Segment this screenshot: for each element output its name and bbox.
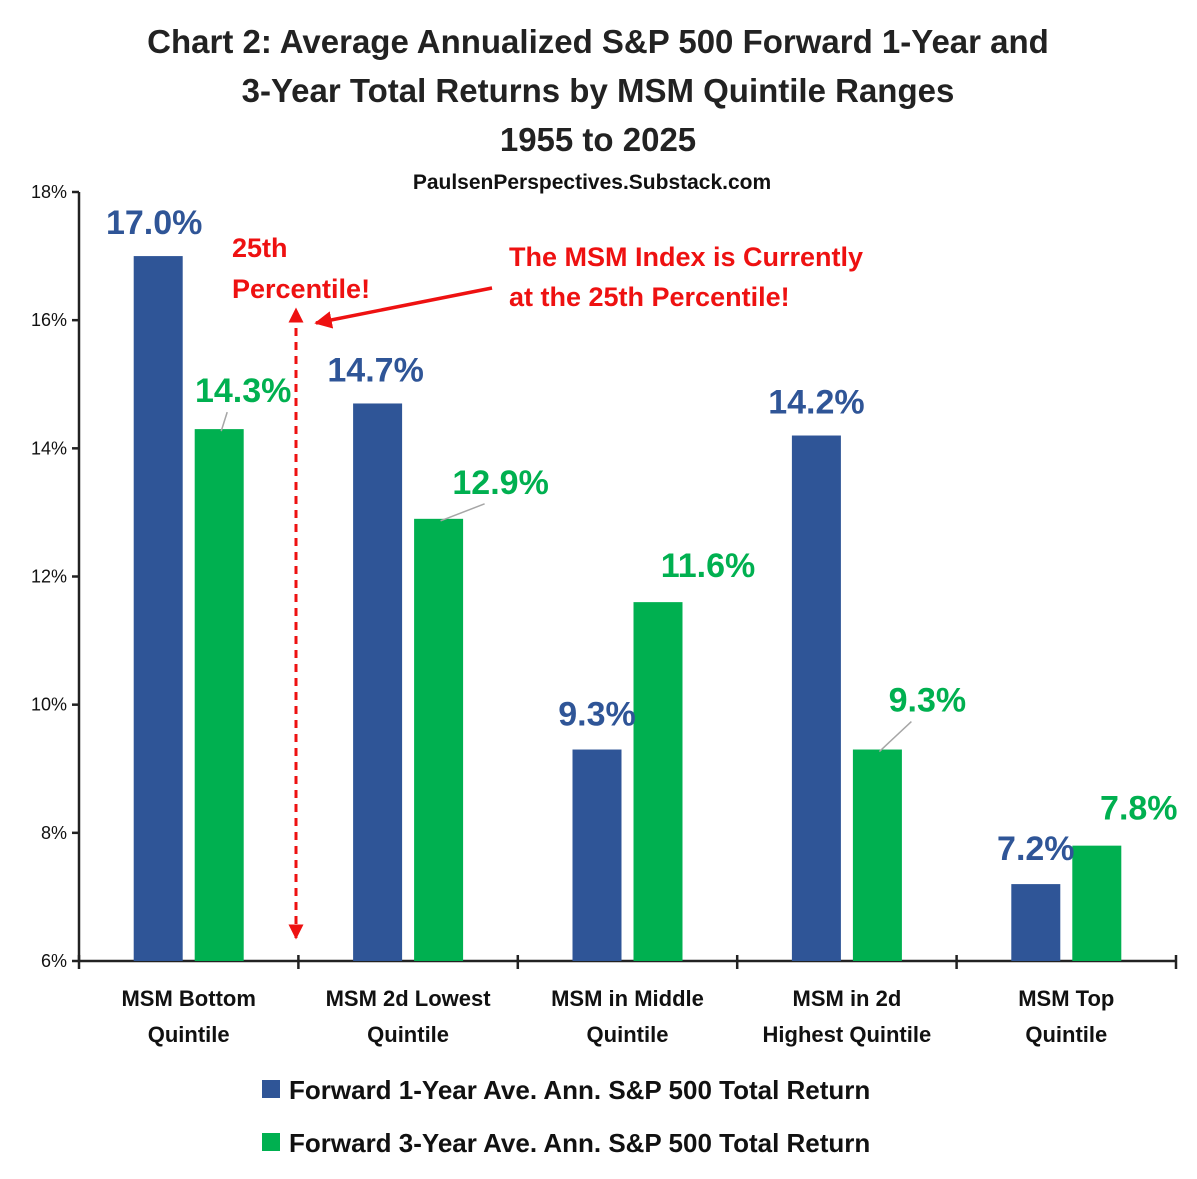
x-category-label: Quintile [148,1022,230,1047]
legend-label-3yr: Forward 3-Year Ave. Ann. S&P 500 Total R… [289,1128,870,1158]
x-category-label: MSM 2d Lowest [326,986,492,1011]
chart-title-line-2: 3-Year Total Returns by MSM Quintile Ran… [242,72,955,109]
data-label-leader [878,720,912,753]
data-label-leader [220,411,228,432]
x-category-label: MSM Top [1018,986,1114,1011]
data-labels: 17.0% 14.7% 9.3% 14.2% 7.2% 14.3% 12.9% 11.6% 9.… [106,204,1178,868]
y-tick-label: 6% [41,951,67,971]
data-label-1yr: 14.2% [768,384,864,422]
percentile-label-line-2: Percentile! [232,274,370,304]
bar-1yr [572,749,622,961]
callout-line-2: at the 25th Percentile! [509,282,790,312]
callout-line-1: The MSM Index is Currently [509,242,863,272]
chart-title-line-1: Chart 2: Average Annualized S&P 500 Forw… [147,23,1049,60]
x-category-label: MSM in 2d [793,986,902,1011]
x-category-label: MSM in Middle [551,986,704,1011]
bar-1yr [791,435,841,961]
data-label-3yr: 11.6% [661,547,756,585]
chart-title-line-3: 1955 to 2025 [500,121,696,158]
y-tick-label: 16% [31,310,67,330]
y-tick-label: 10% [31,695,67,715]
bar-1yr [353,403,403,962]
bars [133,256,1122,962]
data-label-3yr: 7.8% [1100,790,1178,828]
data-label-1yr: 9.3% [558,696,636,734]
y-axis: 6% 8% 10% 12% 14% 16% 18% [31,182,81,971]
x-category-label: Highest Quintile [763,1022,932,1047]
annotations: 25th Percentile! The MSM Index is Curren… [232,233,863,940]
bar-3yr [852,749,902,961]
legend: Forward 1-Year Ave. Ann. S&P 500 Total R… [262,1075,870,1158]
bar-3yr [633,602,683,961]
bar-1yr [133,256,183,961]
legend-swatch-1yr [262,1080,280,1098]
data-label-1yr: 7.2% [997,830,1075,868]
data-label-3yr: 9.3% [889,682,967,720]
x-category-label: Quintile [1025,1022,1107,1047]
x-category-label: Quintile [587,1022,669,1047]
x-category-label: Quintile [367,1022,449,1047]
x-axis: MSM Bottom Quintile MSM 2d Lowest Quintile M… [77,955,1178,1047]
y-tick-label: 8% [41,823,67,843]
y-tick-label: 12% [31,567,67,587]
bar-3yr [414,518,464,961]
data-label-3yr: 12.9% [452,464,548,502]
callout-arrow [314,286,493,329]
bar-3yr [1072,845,1122,961]
chart-subtitle: PaulsenPerspectives.Substack.com [413,171,771,194]
bar-1yr [1011,884,1061,961]
legend-swatch-3yr [262,1133,280,1151]
data-label-3yr: 14.3% [195,372,291,410]
percentile-label-line-1: 25th [232,233,288,263]
legend-label-1yr: Forward 1-Year Ave. Ann. S&P 500 Total R… [289,1075,870,1105]
y-tick-label: 14% [31,438,67,458]
data-label-1yr: 14.7% [327,351,423,389]
x-category-label: MSM Bottom [121,986,255,1011]
data-label-leader [440,503,485,522]
bar-3yr [194,429,244,961]
y-tick-label: 18% [31,182,67,202]
data-label-1yr: 17.0% [106,204,202,242]
